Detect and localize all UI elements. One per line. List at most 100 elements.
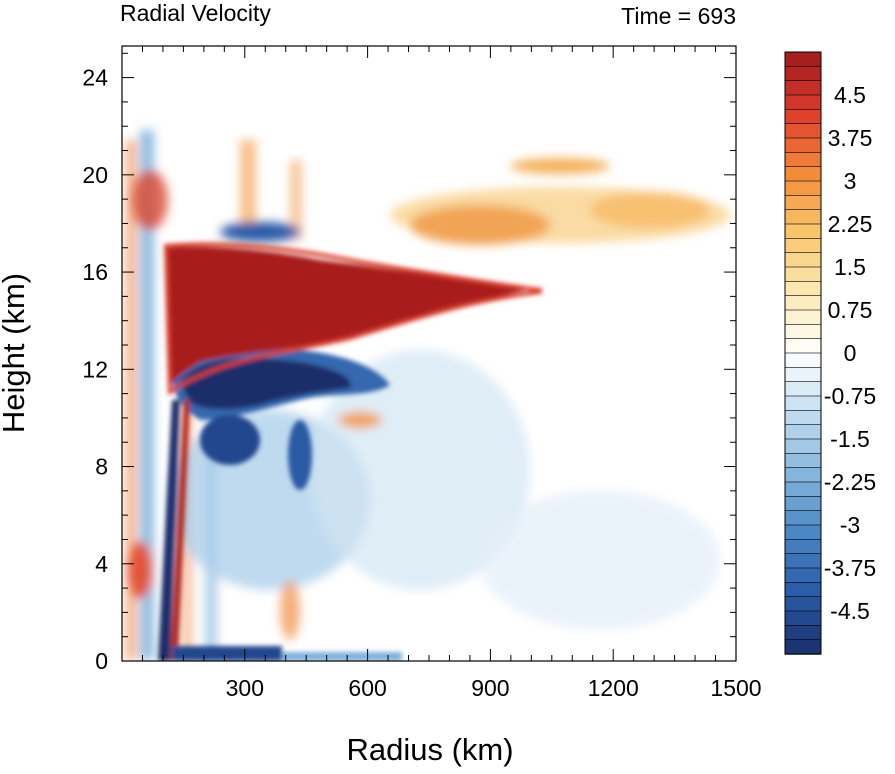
colorbar-segment — [784, 137, 822, 154]
x-tick-label: 900 — [471, 675, 509, 701]
colorbar-tick-label: 0.75 — [828, 297, 873, 323]
y-tick-label: 24 — [82, 65, 108, 91]
colorbar-segment — [784, 481, 822, 498]
colorbar-segment — [784, 453, 822, 469]
colorbar-tick-label: 0 — [844, 340, 857, 366]
low-orange-1 — [128, 542, 152, 598]
inflow-lobe-2 — [288, 420, 312, 490]
colorbar: 4.5 3.75 3 2.25 1.5 0.75 0 -0.75 -1.5 -2.25 -3 -3.7… — [784, 51, 876, 655]
colorbar-tick-label: 2.25 — [828, 211, 873, 237]
upper-outflow-core — [410, 205, 550, 245]
colorbar-segment — [784, 123, 822, 139]
heatmap-field — [126, 130, 730, 661]
colorbar-segment — [784, 367, 822, 383]
colorbar-segment — [784, 195, 822, 211]
x-axis: 300 600 900 1200 1500 — [121, 46, 762, 701]
colorbar-tick-label: -3.75 — [824, 555, 876, 581]
x-axis-label: Radius (km) — [346, 732, 513, 767]
low-orange-2 — [280, 580, 300, 640]
core-band-2 — [140, 130, 154, 660]
y-tick-label: 12 — [82, 356, 108, 382]
colorbar-segment — [784, 467, 822, 483]
colorbar-segment — [784, 338, 822, 354]
colorbar-segment — [784, 281, 822, 297]
inflow-core — [180, 358, 351, 410]
y-tick-label: 4 — [95, 551, 108, 577]
colorbar-tick-label: -3 — [840, 512, 860, 538]
y-tick-label: 0 — [95, 648, 108, 674]
colorbar-segment — [784, 524, 822, 541]
colorbar-segment — [784, 223, 822, 240]
eyewall-red — [170, 400, 190, 661]
x-tick-label: 600 — [348, 675, 386, 701]
outflow-jet-edge — [163, 242, 542, 396]
colorbar-segment — [784, 582, 822, 598]
colorbar-segment — [784, 109, 822, 125]
colorbar-segment — [784, 166, 822, 182]
near-surface-inflow-2 — [282, 652, 402, 661]
colorbar-segment — [784, 238, 822, 254]
colorbar-tick-label: 1.5 — [834, 254, 866, 280]
colorbar-tick-label: -1.5 — [830, 426, 870, 452]
colorbar-segment — [784, 381, 822, 397]
colorbar-segment — [784, 309, 822, 326]
orange-fleck — [338, 412, 382, 428]
mid-blue-shade — [310, 350, 530, 590]
colorbar-segment — [784, 596, 822, 612]
colorbar-segment — [784, 66, 822, 82]
core-band-6 — [290, 160, 302, 240]
x-tick-label: 1200 — [588, 675, 639, 701]
right-faint-blue — [480, 490, 720, 630]
upper-blue-patch — [220, 222, 300, 242]
y-tick-label: 8 — [95, 454, 108, 480]
colorbar-segment — [784, 639, 822, 655]
x-tick-label: 300 — [226, 675, 264, 701]
colorbar-segment — [784, 80, 822, 96]
colorbar-segment — [784, 180, 822, 197]
colorbar-segment — [784, 51, 822, 68]
upper-outflow-tail — [590, 192, 710, 228]
colorbar-segment — [784, 152, 822, 168]
colorbar-tick-label: -2.25 — [824, 469, 876, 495]
y-axis: 0 4 8 12 16 20 24 — [82, 52, 736, 674]
core-band-5 — [240, 140, 256, 240]
colorbar-segment — [784, 395, 822, 412]
outflow-jet — [168, 246, 535, 390]
colorbar-tick-label: 3.75 — [828, 125, 873, 151]
colorbar-segment — [784, 324, 822, 340]
colorbar-tick-label: 4.5 — [834, 82, 866, 108]
colorbar-segment — [784, 424, 822, 440]
colorbar-tick-label: 3 — [844, 168, 857, 194]
colorbar-tick-label: -0.75 — [824, 383, 876, 409]
upper-outflow-band — [510, 158, 610, 174]
colorbar-segment — [784, 94, 822, 111]
colorbar-segment — [784, 295, 822, 311]
upper-red-patch — [132, 170, 168, 230]
colorbar-segment — [784, 553, 822, 569]
colorbar-segment — [784, 352, 822, 369]
near-surface-inflow — [172, 646, 282, 661]
inflow-lobe — [200, 415, 260, 465]
colorbar-segment — [784, 625, 822, 641]
y-tick-label: 20 — [82, 162, 108, 188]
colorbar-segment — [784, 410, 822, 426]
colorbar-segment — [784, 266, 822, 283]
y-tick-label: 16 — [82, 259, 108, 285]
colorbar-segment — [784, 610, 822, 627]
core-band-1 — [126, 140, 136, 660]
colorbar-tick-label: -4.5 — [830, 598, 870, 624]
colorbar-segment — [784, 567, 822, 584]
colorbar-frame — [784, 51, 822, 655]
colorbar-segment — [784, 252, 822, 268]
eyewall-blue — [158, 400, 180, 661]
colorbar-segment — [784, 209, 822, 225]
colorbar-segment — [784, 539, 822, 555]
plot-area — [121, 45, 737, 662]
colorbar-segment — [784, 438, 822, 455]
chart-title-right: Time = 693 — [621, 3, 736, 29]
y-axis-label: Height (km) — [0, 273, 31, 433]
x-tick-label: 1500 — [710, 675, 761, 701]
colorbar-segment — [784, 496, 822, 512]
colorbar-segment — [784, 510, 822, 526]
